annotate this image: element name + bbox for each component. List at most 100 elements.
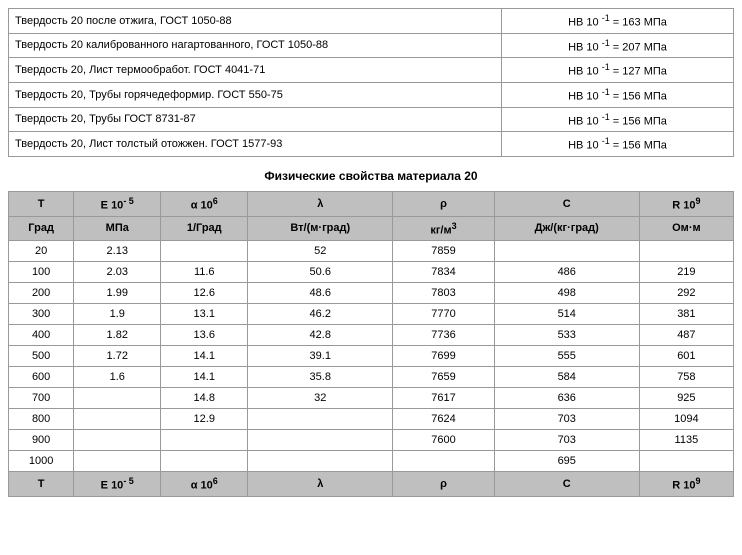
- header-row-units: Град МПа 1/Град Вт/(м·град) кг/м3 Дж/(кг…: [9, 216, 734, 241]
- cell: 695: [494, 451, 639, 472]
- cell: [74, 409, 161, 430]
- cell: 14.1: [161, 367, 248, 388]
- cell: 500: [9, 346, 74, 367]
- table-row: 202.13 527859: [9, 241, 734, 262]
- cell: 1135: [639, 430, 733, 451]
- cell: 555: [494, 346, 639, 367]
- cell: [74, 451, 161, 472]
- cell: 219: [639, 262, 733, 283]
- cell: 300: [9, 304, 74, 325]
- cell: 636: [494, 388, 639, 409]
- cell: 7736: [393, 325, 495, 346]
- unit-c: Дж/(кг·град): [494, 216, 639, 241]
- section-title: Физические свойства материала 20: [8, 169, 734, 183]
- physical-properties-table: T E 10- 5 α 106 λ ρ C R 109 Град МПа 1/Г…: [8, 191, 734, 497]
- cell: 601: [639, 346, 733, 367]
- cell: 800: [9, 409, 74, 430]
- hardness-value: HB 10 -1 = 156 МПа: [502, 132, 734, 157]
- cell: 1094: [639, 409, 733, 430]
- col-c: C: [494, 472, 639, 497]
- cell: 7600: [393, 430, 495, 451]
- header-row-symbols: T E 10- 5 α 106 λ ρ C R 109: [9, 191, 734, 216]
- cell: 42.8: [248, 325, 393, 346]
- cell: 14.1: [161, 346, 248, 367]
- hardness-desc: Твердость 20, Трубы ГОСТ 8731-87: [9, 107, 502, 132]
- cell: 12.9: [161, 409, 248, 430]
- cell: 2.13: [74, 241, 161, 262]
- cell: 13.1: [161, 304, 248, 325]
- table-row: 900 76007031135: [9, 430, 734, 451]
- cell: [248, 430, 393, 451]
- table-row: 1002.0311.650.67834486219: [9, 262, 734, 283]
- cell: 46.2: [248, 304, 393, 325]
- cell: 703: [494, 430, 639, 451]
- cell: 20: [9, 241, 74, 262]
- cell: 7803: [393, 283, 495, 304]
- col-temp: T: [9, 472, 74, 497]
- cell: [161, 451, 248, 472]
- cell: [161, 430, 248, 451]
- cell: 100: [9, 262, 74, 283]
- col-rho: ρ: [393, 472, 495, 497]
- cell: [74, 388, 161, 409]
- cell: 486: [494, 262, 639, 283]
- unit-temp: Град: [9, 216, 74, 241]
- hardness-value: HB 10 -1 = 156 МПа: [502, 107, 734, 132]
- hardness-value: HB 10 -1 = 127 МПа: [502, 58, 734, 83]
- cell: 900: [9, 430, 74, 451]
- col-c: C: [494, 191, 639, 216]
- footer-row-symbols: T E 10- 5 α 106 λ ρ C R 109: [9, 472, 734, 497]
- table-row: Твердость 20, Лист толстый отожжен. ГОСТ…: [9, 132, 734, 157]
- col-alpha: α 106: [161, 191, 248, 216]
- hardness-value: HB 10 -1 = 207 МПа: [502, 33, 734, 58]
- table-row: 1000695: [9, 451, 734, 472]
- cell: 600: [9, 367, 74, 388]
- cell: 7617: [393, 388, 495, 409]
- cell: 7699: [393, 346, 495, 367]
- col-alpha: α 106: [161, 472, 248, 497]
- cell: 498: [494, 283, 639, 304]
- cell: 487: [639, 325, 733, 346]
- cell: 12.6: [161, 283, 248, 304]
- hardness-desc: Твердость 20, Лист толстый отожжен. ГОСТ…: [9, 132, 502, 157]
- cell: 1.72: [74, 346, 161, 367]
- cell: 381: [639, 304, 733, 325]
- table-row: 4001.8213.642.87736533487: [9, 325, 734, 346]
- cell: 514: [494, 304, 639, 325]
- cell: 292: [639, 283, 733, 304]
- cell: 758: [639, 367, 733, 388]
- col-e: E 10- 5: [74, 472, 161, 497]
- cell: 50.6: [248, 262, 393, 283]
- cell: [494, 241, 639, 262]
- cell: 700: [9, 388, 74, 409]
- cell: [74, 430, 161, 451]
- table-row: 6001.614.135.87659584758: [9, 367, 734, 388]
- cell: 32: [248, 388, 393, 409]
- table-row: 2001.9912.648.67803498292: [9, 283, 734, 304]
- unit-rho: кг/м3: [393, 216, 495, 241]
- cell: 533: [494, 325, 639, 346]
- col-lambda: λ: [248, 472, 393, 497]
- hardness-value: HB 10 -1 = 156 МПа: [502, 82, 734, 107]
- cell: 11.6: [161, 262, 248, 283]
- col-e: E 10- 5: [74, 191, 161, 216]
- hardness-value: HB 10 -1 = 163 МПа: [502, 9, 734, 34]
- cell: 1.9: [74, 304, 161, 325]
- table-row: Твердость 20, Трубы ГОСТ 8731-87HB 10 -1…: [9, 107, 734, 132]
- cell: 1.6: [74, 367, 161, 388]
- unit-e: МПа: [74, 216, 161, 241]
- col-rho: ρ: [393, 191, 495, 216]
- cell: 39.1: [248, 346, 393, 367]
- cell: [639, 451, 733, 472]
- hardness-desc: Твердость 20, Лист термообработ. ГОСТ 40…: [9, 58, 502, 83]
- hardness-desc: Твердость 20, Трубы горячедеформир. ГОСТ…: [9, 82, 502, 107]
- cell: 14.8: [161, 388, 248, 409]
- cell: 35.8: [248, 367, 393, 388]
- cell: [393, 451, 495, 472]
- cell: 52: [248, 241, 393, 262]
- unit-alpha: 1/Град: [161, 216, 248, 241]
- hardness-desc: Твердость 20 калиброванного нагартованно…: [9, 33, 502, 58]
- cell: 400: [9, 325, 74, 346]
- table-row: 70014.8327617636925: [9, 388, 734, 409]
- cell: 7859: [393, 241, 495, 262]
